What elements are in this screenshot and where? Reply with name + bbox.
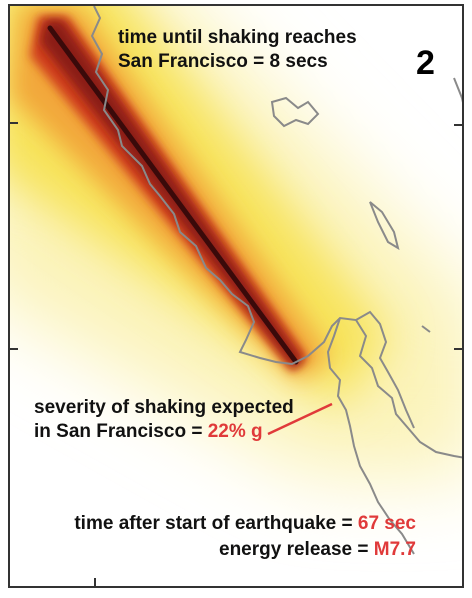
energy-release-value: M7.7 [373,539,416,560]
north-bay-inlet [270,96,320,128]
bay-shore [355,310,415,429]
time-until-shaking-line2: San Francisco = 8 secs [118,50,357,74]
time-until-shaking-label: time until shaking reaches San Francisco… [118,26,357,74]
frame-tick-left-lower [10,348,18,350]
san-francisco-pointer [267,402,333,436]
northeast-shore [453,77,462,103]
elapsed-time-prefix: time after start of earthquake = [74,513,358,534]
peninsula-coast [326,317,415,555]
shaking-intensity-map [10,6,462,555]
fault-rupture-line [47,25,299,365]
severity-label: severity of shaking expected in San Fran… [34,396,294,444]
severity-line1: severity of shaking expected [34,397,294,418]
frame-tick-bottom [94,578,96,586]
east-shore [421,325,431,333]
panel-number: 2 [416,44,435,82]
frame-tick-right-lower [454,348,462,350]
elapsed-time-label: time after start of earthquake = 67 sec [74,512,416,536]
severity-line2: in San Francisco = 22% g [34,420,294,444]
frame-tick-right-upper [454,124,462,126]
elapsed-time-value: 67 sec [357,513,416,534]
coastline-main [90,6,462,459]
severity-prefix: in San Francisco = [34,421,208,442]
time-until-shaking-prefix: San Francisco = [118,51,270,72]
time-until-shaking-value: 8 secs [269,51,328,72]
time-until-shaking-line1: time until shaking reaches [118,27,357,48]
tomales-bay-inlet [369,201,400,251]
severity-value: 22% g [207,421,263,442]
map-panel: time until shaking reaches San Francisco… [8,4,464,588]
coastline [90,6,462,555]
energy-release-label: energy release = M7.7 [219,538,416,562]
energy-release-prefix: energy release = [219,539,374,560]
frame-tick-left-upper [10,122,18,124]
